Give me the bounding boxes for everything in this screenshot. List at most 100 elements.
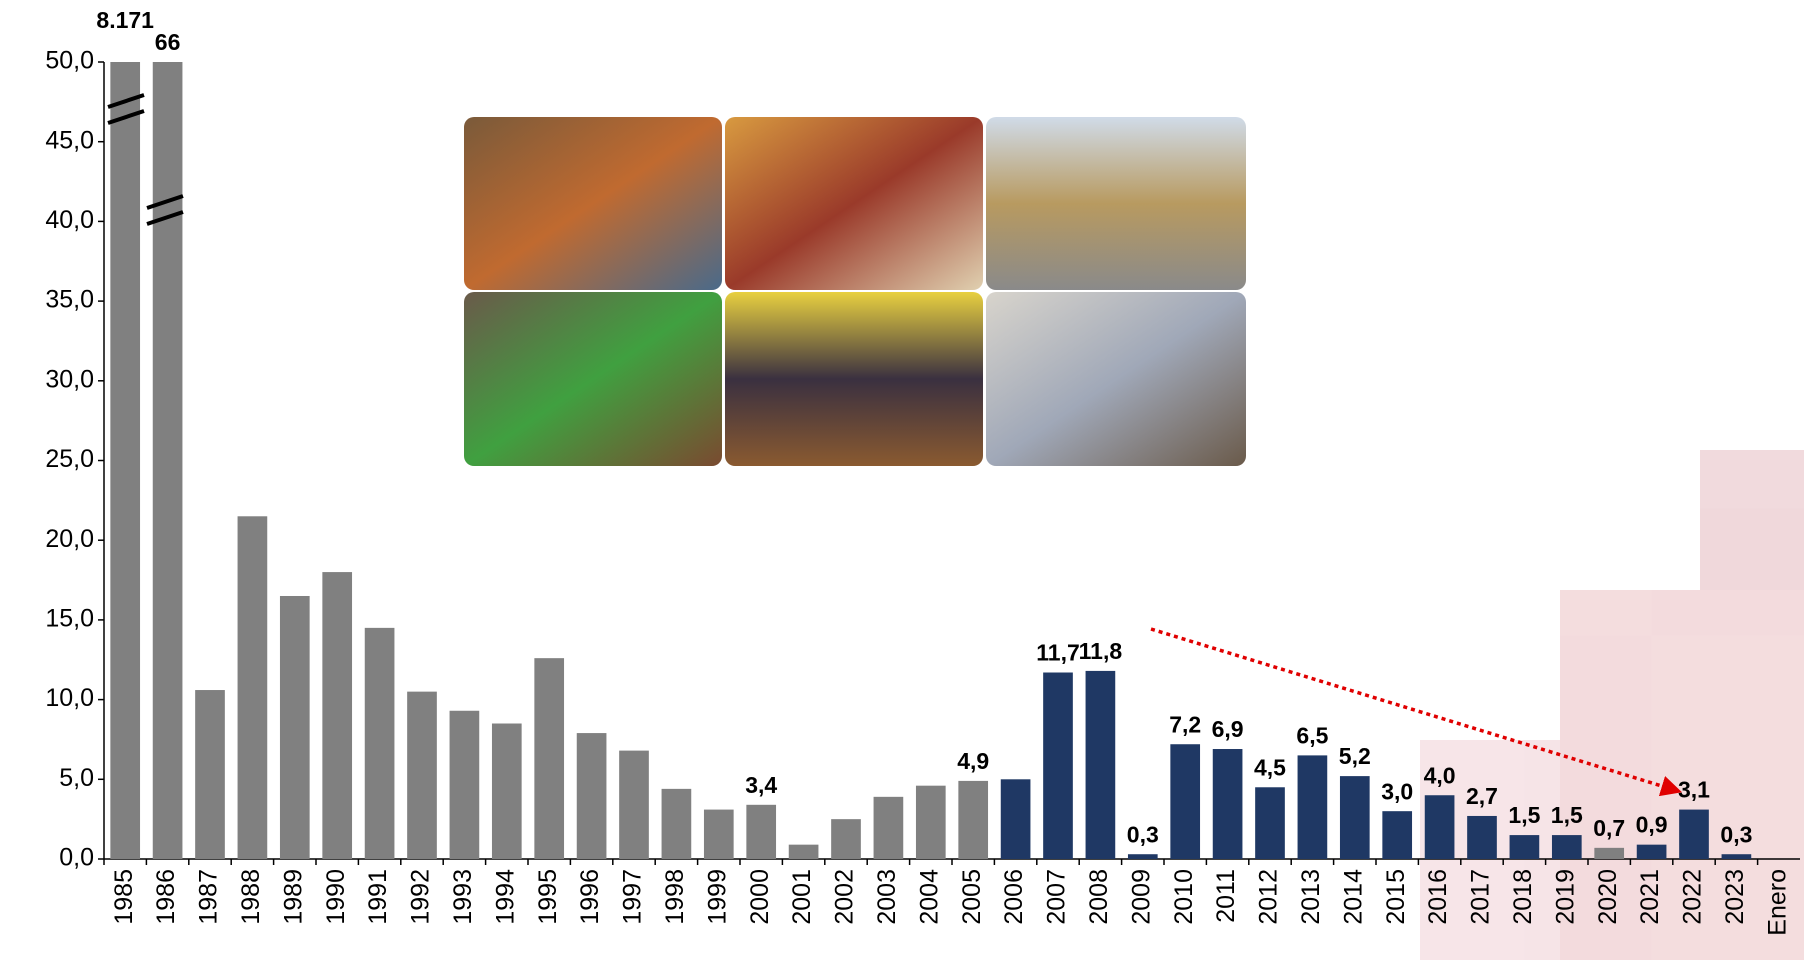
bar [449, 710, 480, 859]
x-tick-label: 2008 [1085, 869, 1113, 925]
x-tick-label: 1990 [322, 869, 350, 925]
bar [1255, 787, 1285, 859]
y-tick-label: 30,0 [45, 365, 94, 393]
value-label: 4,9 [957, 748, 989, 774]
value-label: 0,3 [1720, 821, 1752, 847]
y-tick-label: 15,0 [45, 605, 94, 633]
y-tick-label: 0,0 [59, 844, 94, 872]
bar [279, 595, 310, 859]
bar [195, 690, 225, 859]
x-tick-label: 2023 [1721, 869, 1749, 925]
x-tick-label: 1986 [152, 869, 180, 925]
bar [237, 516, 268, 859]
x-tick-label: 2011 [1212, 869, 1240, 923]
x-tick-label: 2018 [1509, 869, 1537, 925]
x-tick-label: 1995 [534, 869, 562, 925]
value-label: 11,7 [1036, 640, 1080, 666]
x-tick-label: 2004 [915, 869, 943, 925]
value-label: 3,4 [745, 772, 777, 798]
bar [1721, 854, 1752, 859]
bar [1594, 847, 1625, 859]
bar [958, 780, 989, 859]
y-tick-label: 20,0 [45, 525, 94, 553]
value-label: 5,2 [1339, 743, 1371, 769]
x-tick-label: 2017 [1467, 869, 1495, 925]
value-label: 7,2 [1169, 711, 1201, 737]
value-label: 6,9 [1212, 716, 1244, 742]
bar [1424, 795, 1455, 859]
bar [1297, 755, 1328, 859]
x-tick-label: 2020 [1594, 869, 1622, 925]
bar [407, 691, 437, 859]
value-label: 8.171 [96, 7, 154, 33]
value-label: 6,5 [1296, 722, 1328, 748]
x-tick-label: 1985 [110, 869, 138, 925]
bar [152, 62, 183, 860]
value-label: 2,7 [1466, 783, 1498, 809]
bar [1170, 744, 1201, 859]
x-tick-label: 1994 [491, 869, 519, 925]
bar [746, 804, 777, 859]
bar [1085, 670, 1116, 859]
y-tick-label: 25,0 [45, 445, 94, 473]
bar [1636, 844, 1667, 859]
value-label: 4,0 [1424, 762, 1456, 788]
x-tick-label: 1996 [576, 869, 604, 925]
x-tick-label: 2006 [1000, 869, 1028, 925]
bar [1127, 854, 1158, 859]
value-label: 1,5 [1508, 802, 1540, 828]
bar [1000, 779, 1031, 859]
x-tick-label: 1988 [237, 869, 265, 925]
x-tick-label: 1991 [364, 869, 392, 925]
x-tick-label: 2005 [958, 869, 986, 925]
x-tick-label: 1998 [661, 869, 689, 925]
x-tick-label: 1987 [195, 869, 223, 925]
x-tick-label: Enero [1763, 869, 1791, 936]
bar [1043, 672, 1073, 859]
x-tick-label: 2019 [1551, 869, 1579, 925]
bar [1509, 835, 1540, 859]
value-label: 0,9 [1636, 812, 1668, 838]
bar [661, 788, 692, 859]
y-tick-label: 40,0 [45, 206, 94, 234]
y-tick-label: 50,0 [45, 47, 94, 75]
value-label: 11,8 [1079, 638, 1123, 664]
bar [534, 658, 565, 859]
bar [1339, 776, 1370, 859]
value-label: 0,7 [1593, 815, 1625, 841]
x-tick-label: 2009 [1127, 869, 1155, 925]
value-label: 3,0 [1381, 778, 1413, 804]
x-tick-label: 2010 [1170, 869, 1198, 925]
x-tick-label: 2001 [788, 869, 816, 925]
y-tick-label: 5,0 [59, 764, 94, 792]
y-tick-label: 10,0 [45, 684, 94, 712]
bar [110, 62, 141, 859]
value-label: 3,1 [1678, 777, 1710, 803]
x-tick-label: 2016 [1424, 869, 1452, 925]
y-tick-label: 35,0 [45, 286, 94, 314]
x-tick-label: 2003 [873, 869, 901, 925]
bar [619, 750, 649, 859]
axis-break [107, 93, 184, 226]
value-label: 0,3 [1127, 821, 1159, 847]
x-tick-label: 2013 [1297, 869, 1325, 925]
value-label: 4,5 [1254, 754, 1286, 780]
x-tick-label: 1999 [703, 869, 731, 925]
x-tick-label: 2002 [831, 869, 859, 925]
bar [491, 723, 522, 859]
bar [831, 819, 861, 859]
x-tick-label: 2012 [1255, 869, 1283, 925]
x-tick-label: 1989 [279, 869, 307, 925]
value-label: 66 [155, 29, 181, 55]
bar [703, 809, 734, 859]
y-tick-label: 45,0 [45, 126, 94, 154]
bar [322, 572, 353, 859]
bar [364, 627, 395, 859]
x-tick-label: 1997 [619, 869, 647, 925]
x-tick-label: 2014 [1339, 869, 1367, 925]
bar [1467, 815, 1497, 859]
bar [1551, 835, 1582, 859]
x-tick-label: 2022 [1679, 869, 1707, 925]
bar [788, 844, 819, 859]
